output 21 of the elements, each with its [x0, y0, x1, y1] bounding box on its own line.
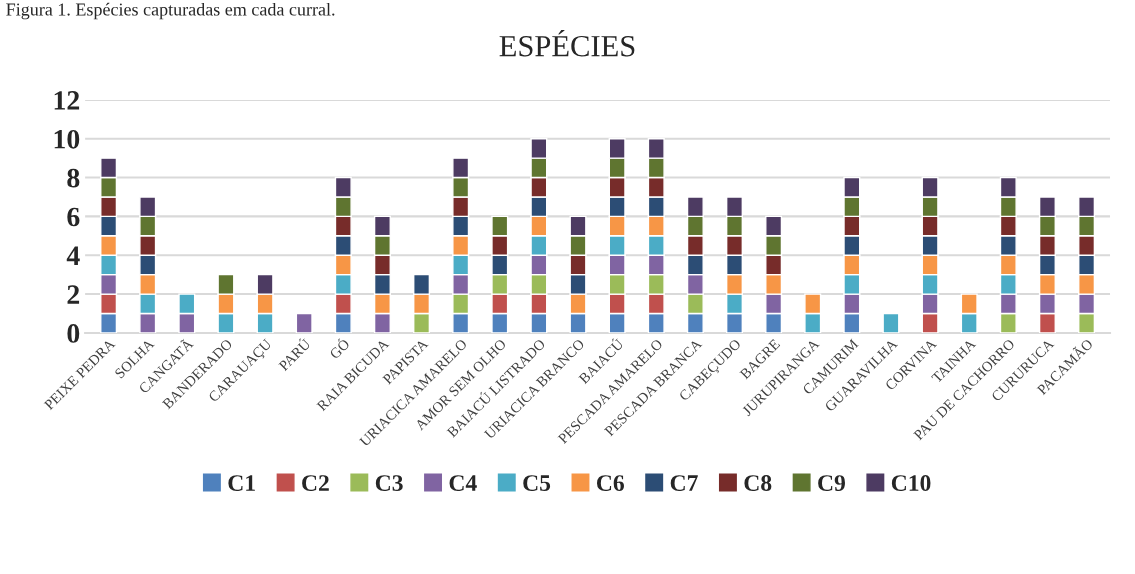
bar — [882, 312, 900, 333]
bar — [295, 312, 313, 333]
legend-label: C4 — [449, 475, 477, 492]
legend-label: C2 — [302, 475, 329, 492]
y-tick-label: 6 — [67, 207, 80, 227]
legend-label: C8 — [744, 475, 772, 492]
legend-label: C3 — [375, 475, 403, 492]
legend-label: C6 — [596, 475, 624, 492]
legend-label: C10 — [891, 475, 931, 492]
chart-title: ESPÉCIES — [499, 30, 635, 57]
legend-label: C9 — [818, 475, 845, 492]
y-tick-label: 12 — [54, 91, 80, 110]
legend-label: C5 — [523, 475, 551, 492]
y-tick-label: 10 — [54, 129, 80, 149]
text: Figura 1. Espécies capturadas em cada curral. — [6, 2, 335, 20]
legend-label: C1 — [228, 475, 255, 492]
y-tick-label: 8 — [67, 168, 80, 188]
legend-label: C7 — [670, 475, 698, 492]
y-tick-label: 2 — [67, 285, 80, 304]
y-tick-label: 0 — [67, 324, 80, 343]
y-tick-label: 4 — [66, 246, 80, 265]
